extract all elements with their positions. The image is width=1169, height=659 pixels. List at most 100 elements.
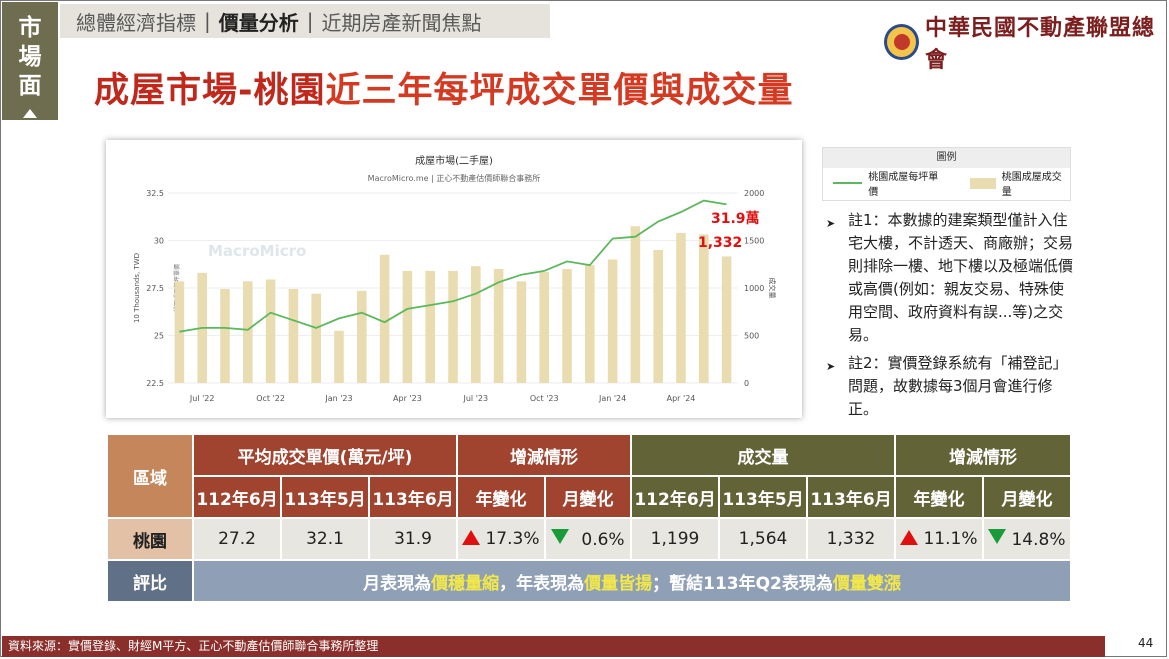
- section-tab-char: 市: [18, 15, 42, 41]
- volume-bar: [311, 293, 321, 383]
- header-mom: 月變化: [544, 475, 632, 519]
- page-title-main: 成屋市場-桃園: [94, 71, 326, 111]
- triangle-up-icon: [900, 530, 919, 545]
- volume-bar: [562, 269, 572, 383]
- combo-chart: 成屋市場(二手屋) MacroMicro.me | 正心不動產估價師聯合事務所 Ma…: [133, 154, 777, 403]
- x-tick-label: Jul '23: [463, 394, 489, 403]
- cell-price: 31.9: [368, 517, 458, 561]
- eval-summary: 月表現為價穩量縮，年表現為價量皆揚；暫結113年Q2表現為價量雙漲: [192, 559, 1072, 603]
- y-right-tick-label: 500: [744, 332, 759, 341]
- volume-bar: [471, 266, 481, 383]
- header-volume: 成交量: [630, 433, 896, 477]
- nav-item-macro[interactable]: 總體經濟指標: [76, 10, 196, 35]
- volume-bar: [653, 250, 663, 383]
- volume-bar: [699, 234, 709, 383]
- cell-volume-yoy: 11.1%: [894, 517, 984, 561]
- header-yoy: 年變化: [456, 475, 546, 519]
- x-tick-label: Oct '23: [530, 394, 559, 403]
- y-left-tick-label: 32.5: [146, 189, 164, 198]
- eval-text: 月表現為: [363, 573, 432, 594]
- chart-title: 成屋市場(二手屋): [415, 154, 493, 167]
- page-title: 成屋市場-桃園近三年每坪成交單價與成交量: [94, 62, 794, 113]
- top-navigation: 總體經濟指標 | 價量分析 | 近期房產新聞焦點: [60, 4, 550, 38]
- logo-text: 中華民國不動產聯盟總會: [924, 15, 1155, 73]
- volume-bar: [265, 279, 276, 383]
- arrow-right-icon: ➤: [826, 360, 836, 373]
- cell-volume-yoy-value: 11.1%: [923, 529, 978, 549]
- arrow-right-icon: ➤: [826, 217, 836, 230]
- y-right-tick-label: 1500: [744, 237, 764, 246]
- triangle-down-icon: [988, 528, 1007, 544]
- y-left-tick-label: 22.5: [146, 379, 164, 388]
- row-region: 桃園: [106, 517, 194, 561]
- x-tick-label: Apr '24: [667, 394, 696, 403]
- eval-text: ；暫結113年Q2表現為: [652, 573, 833, 594]
- note-text-1: 註1：本數據的建案類型僅計入住宅大樓，不計透天、商廠辦；交易則排除一樓、地下樓以…: [848, 211, 1074, 344]
- eval-highlight: 價量雙漲: [832, 573, 901, 594]
- volume-bar: [721, 256, 732, 383]
- x-tick-label: Jan '23: [324, 394, 352, 403]
- header-period: 112年6月: [630, 475, 720, 519]
- volume-bar: [493, 269, 504, 383]
- cell-volume-mom: 14.8%: [982, 517, 1072, 561]
- nav-separator: |: [306, 9, 314, 33]
- note-item: ➤ 註1：本數據的建案類型僅計入住宅大樓，不計透天、商廠辦；交易則排除一樓、地下樓…: [826, 209, 1078, 347]
- cell-volume: 1,332: [806, 517, 896, 561]
- callout-price: 31.9萬: [711, 210, 760, 227]
- x-tick-label: Apr '23: [393, 394, 422, 403]
- legend-title: 圖例: [823, 148, 1070, 168]
- chart-panel: 成屋市場(二手屋) MacroMicro.me | 正心不動產估價師聯合事務所 Ma…: [106, 140, 802, 418]
- row-eval-label: 評比: [106, 559, 194, 603]
- cell-volume-mom-value: 14.8%: [1011, 529, 1066, 550]
- y-left-tick-label: 27.5: [146, 284, 164, 293]
- volume-bar: [607, 259, 618, 383]
- cell-price-yoy-value: 17.3%: [485, 529, 540, 549]
- nav-separator: |: [204, 9, 211, 33]
- organization-logo: 中華民國不動產聯盟總會: [884, 10, 1169, 74]
- triangle-up-icon: [23, 109, 37, 118]
- summary-table: 區域 平均成交單價(萬元/坪) 增減情形 成交量 增減情形 112年6月 113…: [106, 433, 1072, 603]
- triangle-up-icon: [462, 530, 481, 545]
- x-tick-label: Jul '22: [189, 394, 215, 403]
- x-tick-label: Oct '22: [256, 394, 285, 403]
- y-left-tick-label: 25: [154, 332, 164, 341]
- nav-item-news[interactable]: 近期房產新聞焦點: [321, 10, 482, 35]
- eval-highlight: 價量皆揚: [584, 573, 653, 594]
- volume-bar: [334, 330, 344, 383]
- section-tab-char: 場: [18, 44, 42, 70]
- volume-bar: [676, 232, 686, 383]
- cell-volume: 1,199: [630, 517, 720, 561]
- cell-price-mom-value: 0.6%: [581, 529, 625, 550]
- header-period: 113年5月: [718, 475, 808, 519]
- callout-volume: 1,332: [698, 235, 742, 251]
- y-right-tick-label: 0: [744, 379, 749, 388]
- legend-item-price: 桃園成屋每坪單價: [868, 172, 939, 198]
- y-right-axis-title: 成交量: [768, 278, 777, 299]
- cell-volume: 1,564: [718, 517, 808, 561]
- volume-bar: [243, 281, 253, 383]
- volume-bar: [220, 288, 230, 383]
- volume-bar: [379, 254, 390, 383]
- page-number: 44: [1138, 636, 1154, 650]
- legend-item-volume: 桃園成屋成交量: [1001, 172, 1062, 198]
- volume-bar: [516, 281, 527, 383]
- volume-bar: [402, 270, 413, 383]
- y-right-tick-label: 1000: [744, 284, 764, 293]
- section-tab-char: 面: [18, 73, 42, 99]
- chart-legend: 圖例 桃園成屋每坪單價 桃園成屋成交量: [822, 147, 1071, 201]
- volume-bar: [174, 281, 185, 383]
- nav-item-price-volume[interactable]: 價量分析: [218, 10, 299, 35]
- volume-bar: [585, 265, 595, 383]
- emblem-icon: [884, 24, 919, 60]
- section-tab[interactable]: 市 場 面: [2, 2, 58, 120]
- header-price: 平均成交單價(萬元/坪): [192, 433, 458, 477]
- header-period: 113年6月: [806, 475, 896, 519]
- y-right-tick-label: 2000: [744, 189, 764, 198]
- volume-bar: [630, 226, 641, 383]
- header-period: 113年6月: [368, 475, 458, 519]
- cell-price-yoy: 17.3%: [456, 517, 546, 561]
- volume-bar: [357, 290, 367, 383]
- header-period: 112年6月: [192, 475, 282, 519]
- volume-bar: [425, 270, 435, 383]
- y-left-tick-label: 30: [154, 237, 164, 246]
